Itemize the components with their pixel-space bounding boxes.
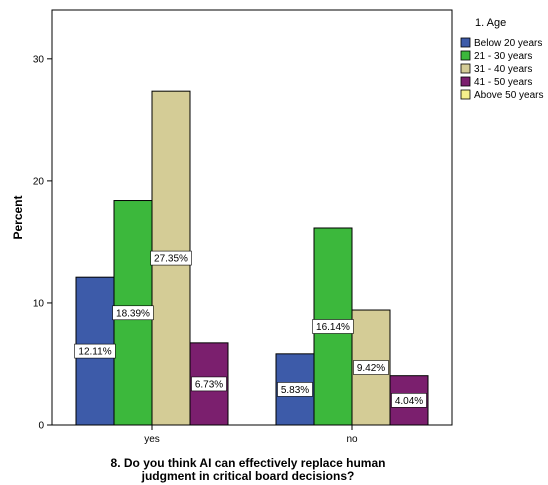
legend-entry: Below 20 years bbox=[474, 38, 542, 49]
legend-swatch bbox=[460, 63, 471, 74]
data-label: 12.11% bbox=[78, 347, 111, 358]
plot-frame bbox=[51, 9, 453, 426]
data-label: 5.83% bbox=[281, 385, 309, 396]
legend-swatch bbox=[460, 50, 471, 61]
data-label: 4.04% bbox=[395, 396, 423, 407]
y-tick-label: 10 bbox=[33, 298, 45, 309]
x-axis-label-line-2: judgment in critical board decisions? bbox=[141, 469, 355, 483]
legend-swatch bbox=[460, 89, 471, 100]
legend-entry: 21 - 30 years bbox=[474, 51, 532, 62]
data-label: 27.35% bbox=[154, 254, 188, 265]
data-label-box bbox=[150, 250, 192, 266]
y-tick-label: 30 bbox=[33, 54, 45, 65]
bars bbox=[75, 90, 429, 426]
data-label: 16.14% bbox=[316, 322, 350, 333]
x-axis-label-line-1: 8. Do you think AI can effectively repla… bbox=[111, 456, 386, 470]
y-tick-label: 0 bbox=[38, 421, 44, 432]
x-tick-label: yes bbox=[144, 434, 160, 445]
y-axis-label: Percent bbox=[11, 195, 25, 239]
data-label-box bbox=[353, 360, 389, 375]
y-axis: 0 10 20 30 bbox=[33, 54, 52, 432]
x-axis: yes no bbox=[144, 425, 358, 445]
y-tick-label: 20 bbox=[33, 176, 45, 187]
data-label-box bbox=[191, 376, 227, 392]
x-tick-label: no bbox=[346, 434, 358, 445]
data-label: 9.42% bbox=[357, 363, 385, 374]
legend-entry: 31 - 40 years bbox=[474, 64, 532, 75]
data-label-box bbox=[112, 305, 154, 321]
data-label-box bbox=[391, 393, 427, 408]
data-label: 6.73% bbox=[195, 379, 223, 390]
legend-swatch bbox=[460, 37, 471, 48]
legend: 1. Age Below 20 years 21 - 30 years 31 - 4… bbox=[460, 17, 544, 101]
legend-title: 1. Age bbox=[475, 17, 506, 29]
legend-swatch bbox=[460, 76, 471, 87]
legend-entry: Above 50 years bbox=[474, 90, 544, 101]
data-label-box bbox=[312, 319, 354, 334]
data-labels: 12.11% 18.39% 27.35% 6.73% 5.83% 16.14% 9.42% 4… bbox=[74, 250, 427, 408]
data-label: 18.39% bbox=[116, 308, 150, 319]
data-label-box bbox=[277, 382, 313, 397]
data-label-box bbox=[74, 343, 116, 359]
legend-entry: 41 - 50 years bbox=[474, 77, 532, 88]
